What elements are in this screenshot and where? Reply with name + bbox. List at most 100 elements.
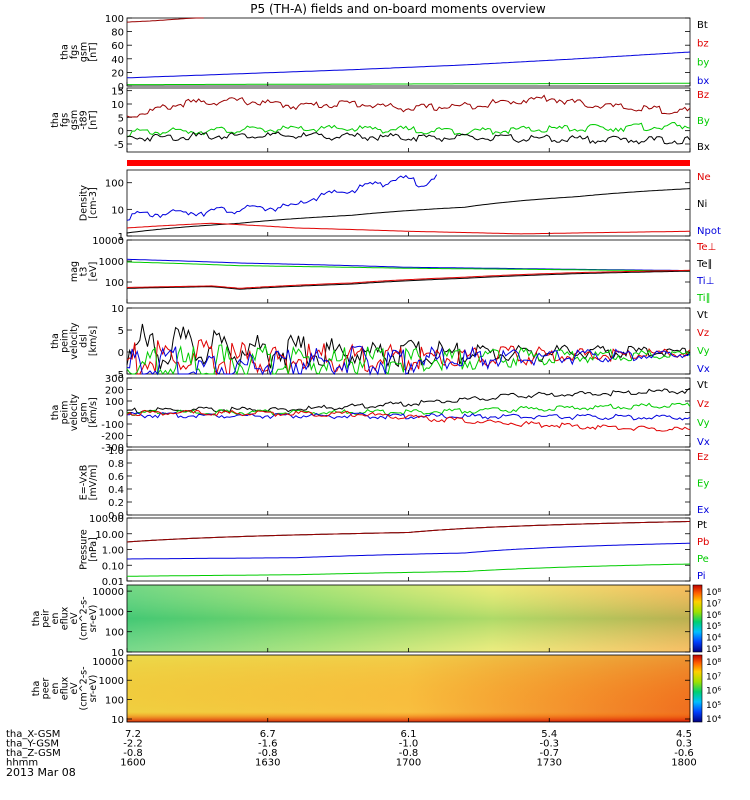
y-tick-label: 1.00 bbox=[102, 546, 124, 557]
x-axis-value: -0.3 bbox=[539, 739, 559, 750]
y-axis-label: gsm bbox=[69, 110, 80, 130]
series-Pb bbox=[126, 521, 690, 543]
legend-entry: Ne bbox=[697, 172, 711, 183]
x-axis-value: 1700 bbox=[396, 758, 421, 769]
y-axis-label: gsm bbox=[79, 402, 90, 422]
y-tick-label: -5 bbox=[114, 140, 124, 151]
y-axis-label: Pressure bbox=[79, 529, 90, 570]
colorbar-tick: 10⁵ bbox=[706, 622, 721, 632]
y-axis-label: [nT] bbox=[88, 110, 99, 129]
y-tick-label: 10 bbox=[111, 205, 124, 216]
spectrogram-shade bbox=[127, 585, 690, 652]
y-axis-label: eflux bbox=[60, 606, 71, 630]
legend-entry: Bt bbox=[697, 20, 708, 31]
y-tick-label: 1000 bbox=[99, 676, 124, 687]
y-axis-label: [cm-3] bbox=[88, 187, 99, 218]
y-axis-label: [km/s] bbox=[88, 326, 99, 356]
colorbar bbox=[692, 654, 703, 723]
series-Vt bbox=[126, 387, 691, 414]
series-bx bbox=[126, 51, 691, 79]
series-Ni bbox=[126, 188, 691, 234]
legend-entry: Bx bbox=[697, 142, 710, 153]
y-axis-label: sr-eV) bbox=[88, 605, 99, 633]
x-axis-value: 6.7 bbox=[260, 729, 276, 740]
legend-entry: bx bbox=[697, 76, 709, 87]
legend-entry: Ey bbox=[697, 479, 709, 490]
legend-entry: by bbox=[697, 57, 709, 68]
y-axis-label: (cm^2-s- bbox=[79, 667, 90, 711]
legend-entry: Ex bbox=[697, 505, 709, 516]
y-axis-label: [nPa] bbox=[88, 537, 99, 562]
y-axis-label: tha bbox=[50, 405, 61, 421]
y-tick-label: 0.10 bbox=[102, 561, 124, 572]
y-axis-label: gsm bbox=[79, 42, 90, 62]
legend-entry: Bz bbox=[697, 90, 709, 101]
y-axis-label: t3 bbox=[79, 267, 90, 277]
legend-entry: Te⊥ bbox=[696, 242, 716, 253]
x-axis-value: -0.6 bbox=[674, 748, 694, 759]
date-label: 2013 Mar 08 bbox=[6, 766, 76, 779]
y-tick-label: 0.0 bbox=[108, 511, 124, 522]
y-tick-label: 10 bbox=[111, 100, 124, 111]
legend-entry: Te∥ bbox=[696, 259, 713, 270]
y-tick-label: 0.01 bbox=[102, 577, 124, 588]
y-tick-label: 0.4 bbox=[108, 485, 124, 496]
legend-entry: Ni bbox=[697, 199, 707, 210]
y-axis-label: eV bbox=[69, 612, 80, 625]
y-axis-label: peim bbox=[60, 401, 71, 425]
colorbar-tick: 10⁸ bbox=[706, 658, 721, 668]
y-axis-label: velocity bbox=[69, 394, 80, 432]
y-tick-label: 40 bbox=[111, 55, 124, 66]
y-tick-label: -200 bbox=[101, 432, 124, 443]
y-axis-label: tha bbox=[31, 611, 42, 627]
legend-entry: Ez bbox=[697, 452, 709, 463]
y-tick-label: 15 bbox=[111, 87, 124, 98]
x-axis-value: -0.8 bbox=[399, 748, 419, 759]
colorbar-tick: 10⁶ bbox=[706, 611, 721, 621]
y-axis-label: en bbox=[50, 683, 61, 695]
panel-10: 10⁸ 10⁷ 10⁶ 10⁵ 10⁴ 10000 1000 100 10 thapeerenef… bbox=[31, 654, 721, 726]
panel-9: 10⁸10⁷10⁶10⁵10⁴10³10000100010010thapeire… bbox=[31, 584, 721, 659]
legend-entry: Vt bbox=[697, 310, 708, 321]
y-tick-label: 20 bbox=[111, 68, 124, 79]
y-tick-label: 10 bbox=[111, 304, 124, 315]
y-tick-label: 100 bbox=[105, 696, 124, 707]
series-Bz bbox=[126, 94, 691, 118]
y-tick-label: 10000 bbox=[92, 657, 124, 668]
legend-entry: Vx bbox=[697, 364, 710, 375]
y-axis-label: dsl bbox=[79, 334, 90, 348]
series-Pi bbox=[127, 542, 691, 560]
x-axis-row-label: tha_Y-GSM bbox=[6, 739, 59, 750]
panel-frame bbox=[126, 17, 691, 87]
y-tick-label: 0 bbox=[118, 82, 124, 93]
series-Te⊥ bbox=[126, 269, 691, 289]
y-axis-label: [mV/m] bbox=[88, 465, 99, 501]
y-tick-label: 100 bbox=[105, 628, 124, 639]
series-Vz bbox=[126, 409, 691, 432]
panel-3: 100 10 1 Density[cm-3] Ne Ni Npot bbox=[79, 169, 721, 243]
y-tick-label: 80 bbox=[111, 28, 124, 39]
legend-entry: Pb bbox=[697, 537, 709, 548]
y-axis-label: peer bbox=[41, 678, 52, 700]
legend-entry: Vx bbox=[697, 437, 710, 448]
colorbar-tick: 10⁷ bbox=[706, 672, 721, 682]
y-tick-label: 300 bbox=[105, 374, 124, 385]
x-axis-value: -1.6 bbox=[258, 739, 278, 750]
y-tick-label: 100 bbox=[105, 278, 124, 289]
x-axis-value: 4.5 bbox=[676, 729, 692, 740]
colorbar-tick: 10³ bbox=[706, 645, 721, 655]
y-axis-label: tha bbox=[50, 333, 61, 349]
y-axis-label: tha bbox=[60, 44, 71, 60]
panel-7: 1.0 0.8 0.6 0.4 0.2 0.0 E=-VxB[mV/m] Ez Ey Ex bbox=[79, 446, 710, 522]
y-tick-label: 5 bbox=[118, 326, 124, 337]
colorbar-tick: 10⁵ bbox=[706, 701, 721, 711]
spectrogram-shade bbox=[127, 655, 690, 722]
colorbar-tick: 10⁸ bbox=[706, 588, 721, 598]
x-axis-row-label: tha_Z-GSM bbox=[6, 748, 61, 759]
series-Vy bbox=[126, 402, 691, 416]
x-axis-value: -2.2 bbox=[123, 739, 143, 750]
